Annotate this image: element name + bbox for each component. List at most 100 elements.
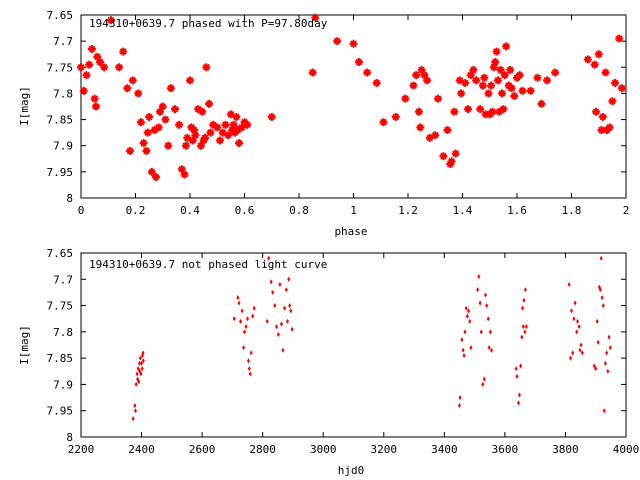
data-point xyxy=(147,167,156,176)
data-point xyxy=(461,347,465,353)
data-point xyxy=(140,366,144,372)
y-tick-label: 7.7 xyxy=(53,273,73,286)
data-point xyxy=(518,86,527,95)
data-point xyxy=(493,76,502,85)
data-point xyxy=(498,89,507,98)
data-point xyxy=(409,81,418,90)
data-point xyxy=(267,112,276,121)
data-point xyxy=(510,92,519,101)
data-point xyxy=(476,287,480,293)
data-point xyxy=(461,78,470,87)
data-point xyxy=(205,99,214,108)
data-point xyxy=(570,308,573,314)
data-point xyxy=(569,355,573,361)
data-point xyxy=(248,371,252,377)
y-tick-label: 7.95 xyxy=(47,405,74,418)
data-point xyxy=(156,107,165,116)
data-point xyxy=(605,123,614,132)
data-point xyxy=(414,107,423,116)
data-point xyxy=(465,313,469,319)
data-point xyxy=(311,13,320,22)
data-point xyxy=(251,313,255,319)
data-point xyxy=(573,300,577,306)
data-point xyxy=(463,105,472,114)
data-point xyxy=(115,63,124,72)
data-point xyxy=(592,363,596,369)
data-point xyxy=(161,115,170,124)
data-point xyxy=(164,141,173,150)
data-point xyxy=(136,366,140,372)
x-tick-label: 0.4 xyxy=(180,204,200,217)
x-tick-label: 3600 xyxy=(492,443,519,456)
data-point xyxy=(134,381,138,387)
data-point xyxy=(177,165,186,174)
data-point xyxy=(450,107,459,116)
tick-marks xyxy=(80,14,627,199)
x-tick-label: 1.4 xyxy=(453,204,473,217)
data-point xyxy=(93,52,102,61)
data-point xyxy=(502,42,511,51)
x-tick-label: 1.2 xyxy=(398,204,418,217)
data-point xyxy=(469,65,478,74)
unphased-light-curve-panel: 2200 2400 2600 2800 3000 3200 3400 3600 3800 4000… xyxy=(18,247,639,477)
data-point xyxy=(489,63,498,72)
data-point xyxy=(224,131,233,140)
y-tick-label: 7.65 xyxy=(47,9,74,22)
data-point xyxy=(485,303,489,309)
data-point xyxy=(468,318,472,324)
x-tick-label: 2800 xyxy=(249,443,276,456)
data-point xyxy=(479,329,483,335)
data-point xyxy=(79,86,88,95)
data-point xyxy=(269,279,273,285)
data-point xyxy=(237,123,246,132)
data-point xyxy=(617,84,626,93)
data-point xyxy=(188,136,197,145)
data-point xyxy=(457,402,461,408)
x-tick-label: 2200 xyxy=(68,443,95,456)
data-point xyxy=(206,128,215,137)
x-tick-label: 2400 xyxy=(128,443,155,456)
y-tick-label: 7.7 xyxy=(53,35,73,48)
data-point xyxy=(240,308,244,314)
x-tick-label: 3000 xyxy=(310,443,337,456)
data-point xyxy=(290,326,294,332)
data-point xyxy=(126,146,135,155)
data-point xyxy=(607,334,611,340)
data-point xyxy=(239,318,243,324)
data-point xyxy=(491,58,500,67)
data-point xyxy=(472,76,481,85)
data-point xyxy=(500,71,509,80)
data-point xyxy=(138,355,142,361)
y-tick-label: 7.8 xyxy=(53,326,73,339)
data-point xyxy=(603,360,607,366)
x-tick-label: 0.2 xyxy=(126,204,146,217)
data-point xyxy=(100,63,109,72)
data-point xyxy=(379,118,388,127)
tick-labels: 2200 2400 2600 2800 3000 3200 3400 3600 3800 4000… xyxy=(47,247,640,456)
data-point xyxy=(372,78,381,87)
data-point xyxy=(567,282,571,288)
data-point xyxy=(181,141,190,150)
data-point xyxy=(247,366,251,372)
data-point xyxy=(482,376,486,382)
data-point xyxy=(140,360,144,366)
data-point xyxy=(273,303,277,309)
data-point xyxy=(522,297,526,303)
data-point xyxy=(232,112,241,121)
data-point xyxy=(458,395,462,401)
tick-marks xyxy=(80,252,627,438)
plot-frame xyxy=(80,252,627,438)
data-point xyxy=(469,345,473,351)
data-point xyxy=(77,63,85,72)
data-point xyxy=(244,324,248,330)
data-point xyxy=(137,360,141,366)
data-point xyxy=(200,133,209,142)
data-point xyxy=(524,324,528,330)
data-point xyxy=(462,353,466,359)
data-point xyxy=(265,318,269,324)
data-point xyxy=(171,105,180,114)
data-point xyxy=(592,107,601,116)
data-point xyxy=(579,342,583,348)
data-point xyxy=(139,139,148,148)
data-point xyxy=(598,112,607,121)
